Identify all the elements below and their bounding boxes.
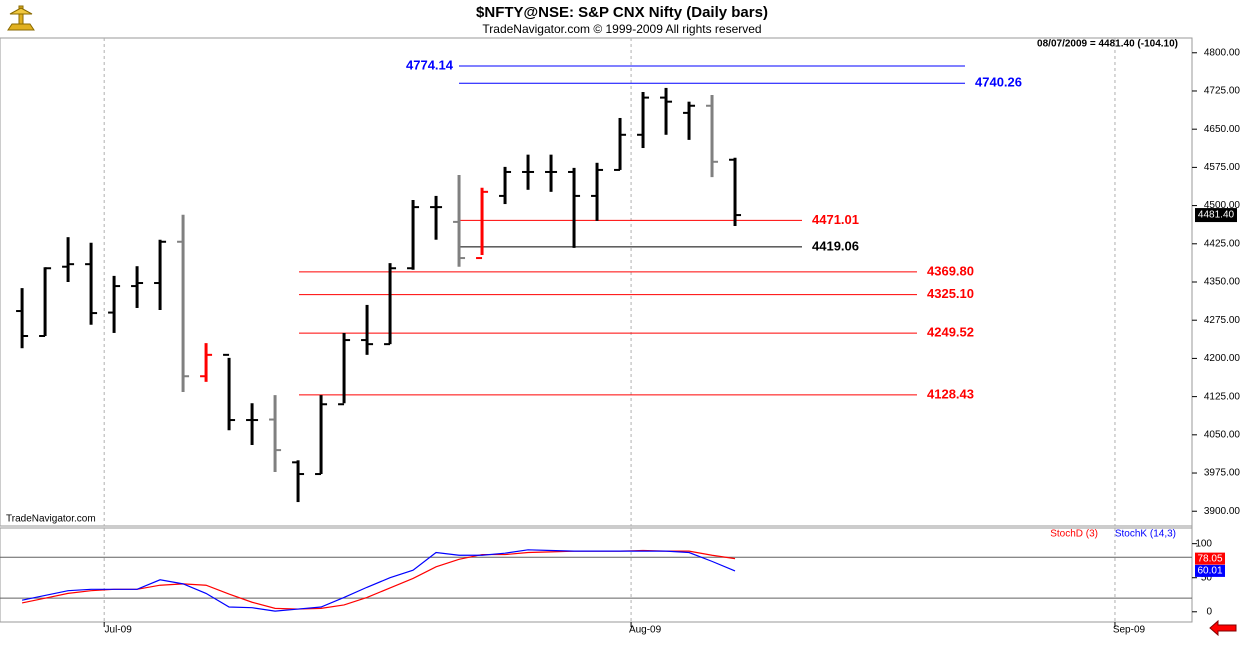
quote-header: 08/07/2009 = 4481.40 (-104.10) bbox=[1037, 39, 1178, 50]
x-tick-label: Jul-09 bbox=[105, 625, 133, 636]
last-price-tag bbox=[1195, 208, 1237, 223]
value-tag-label: 78.05 bbox=[1197, 553, 1222, 564]
y-tick-label: 0 bbox=[1206, 606, 1212, 617]
y-tick-label: 4800.00 bbox=[1204, 47, 1241, 58]
y-tick-label: 4050.00 bbox=[1204, 429, 1241, 440]
level-label: 4471.01 bbox=[812, 212, 859, 227]
scroll-arrow[interactable] bbox=[1209, 619, 1237, 637]
legend-entry: StochD (3) bbox=[1050, 529, 1098, 540]
value-tag-label: 60.01 bbox=[1197, 566, 1222, 577]
x-tick-label: Sep-09 bbox=[1113, 625, 1146, 636]
level-label: 4249.52 bbox=[927, 325, 974, 340]
level-label: 4369.80 bbox=[927, 263, 974, 278]
chart-subtitle: TradeNavigator.com © 1999-2009 All right… bbox=[482, 22, 761, 36]
x-tick-label: Aug-09 bbox=[629, 625, 662, 636]
y-tick-label: 4650.00 bbox=[1204, 124, 1241, 135]
y-tick-label: 4575.00 bbox=[1204, 162, 1241, 173]
level-label: 4740.26 bbox=[975, 75, 1022, 90]
value-tag bbox=[1195, 564, 1225, 577]
y-tick-label: 4725.00 bbox=[1204, 86, 1241, 97]
stoch-line bbox=[21, 549, 736, 612]
y-tick-label: 4350.00 bbox=[1204, 277, 1241, 288]
price-panel bbox=[0, 37, 1193, 527]
y-tick-label: 4425.00 bbox=[1204, 238, 1241, 249]
value-tag bbox=[1195, 552, 1225, 565]
y-tick-label: 3975.00 bbox=[1204, 468, 1241, 479]
y-tick-label: 3900.00 bbox=[1204, 506, 1241, 517]
level-label: 4325.10 bbox=[927, 286, 974, 301]
level-label: 4128.43 bbox=[927, 386, 974, 401]
y-tick-label: 4500.00 bbox=[1204, 200, 1241, 211]
watermark: TradeNavigator.com bbox=[6, 514, 96, 525]
stoch-panel bbox=[0, 527, 1193, 623]
logo bbox=[7, 5, 35, 31]
legend-entry: StochK (14,3) bbox=[1115, 529, 1176, 540]
y-tick-label: 4275.00 bbox=[1204, 315, 1241, 326]
last-price-label: 4481.40 bbox=[1198, 210, 1235, 221]
level-label: 4419.06 bbox=[812, 238, 859, 253]
y-tick-label: 50 bbox=[1201, 572, 1213, 583]
level-label: 4774.14 bbox=[406, 57, 454, 72]
y-tick-label: 4125.00 bbox=[1204, 391, 1241, 402]
y-tick-label: 4200.00 bbox=[1204, 353, 1241, 364]
chart-title: $NFTY@NSE: S&P CNX Nifty (Daily bars) bbox=[476, 4, 768, 21]
y-tick-label: 100 bbox=[1195, 538, 1212, 549]
